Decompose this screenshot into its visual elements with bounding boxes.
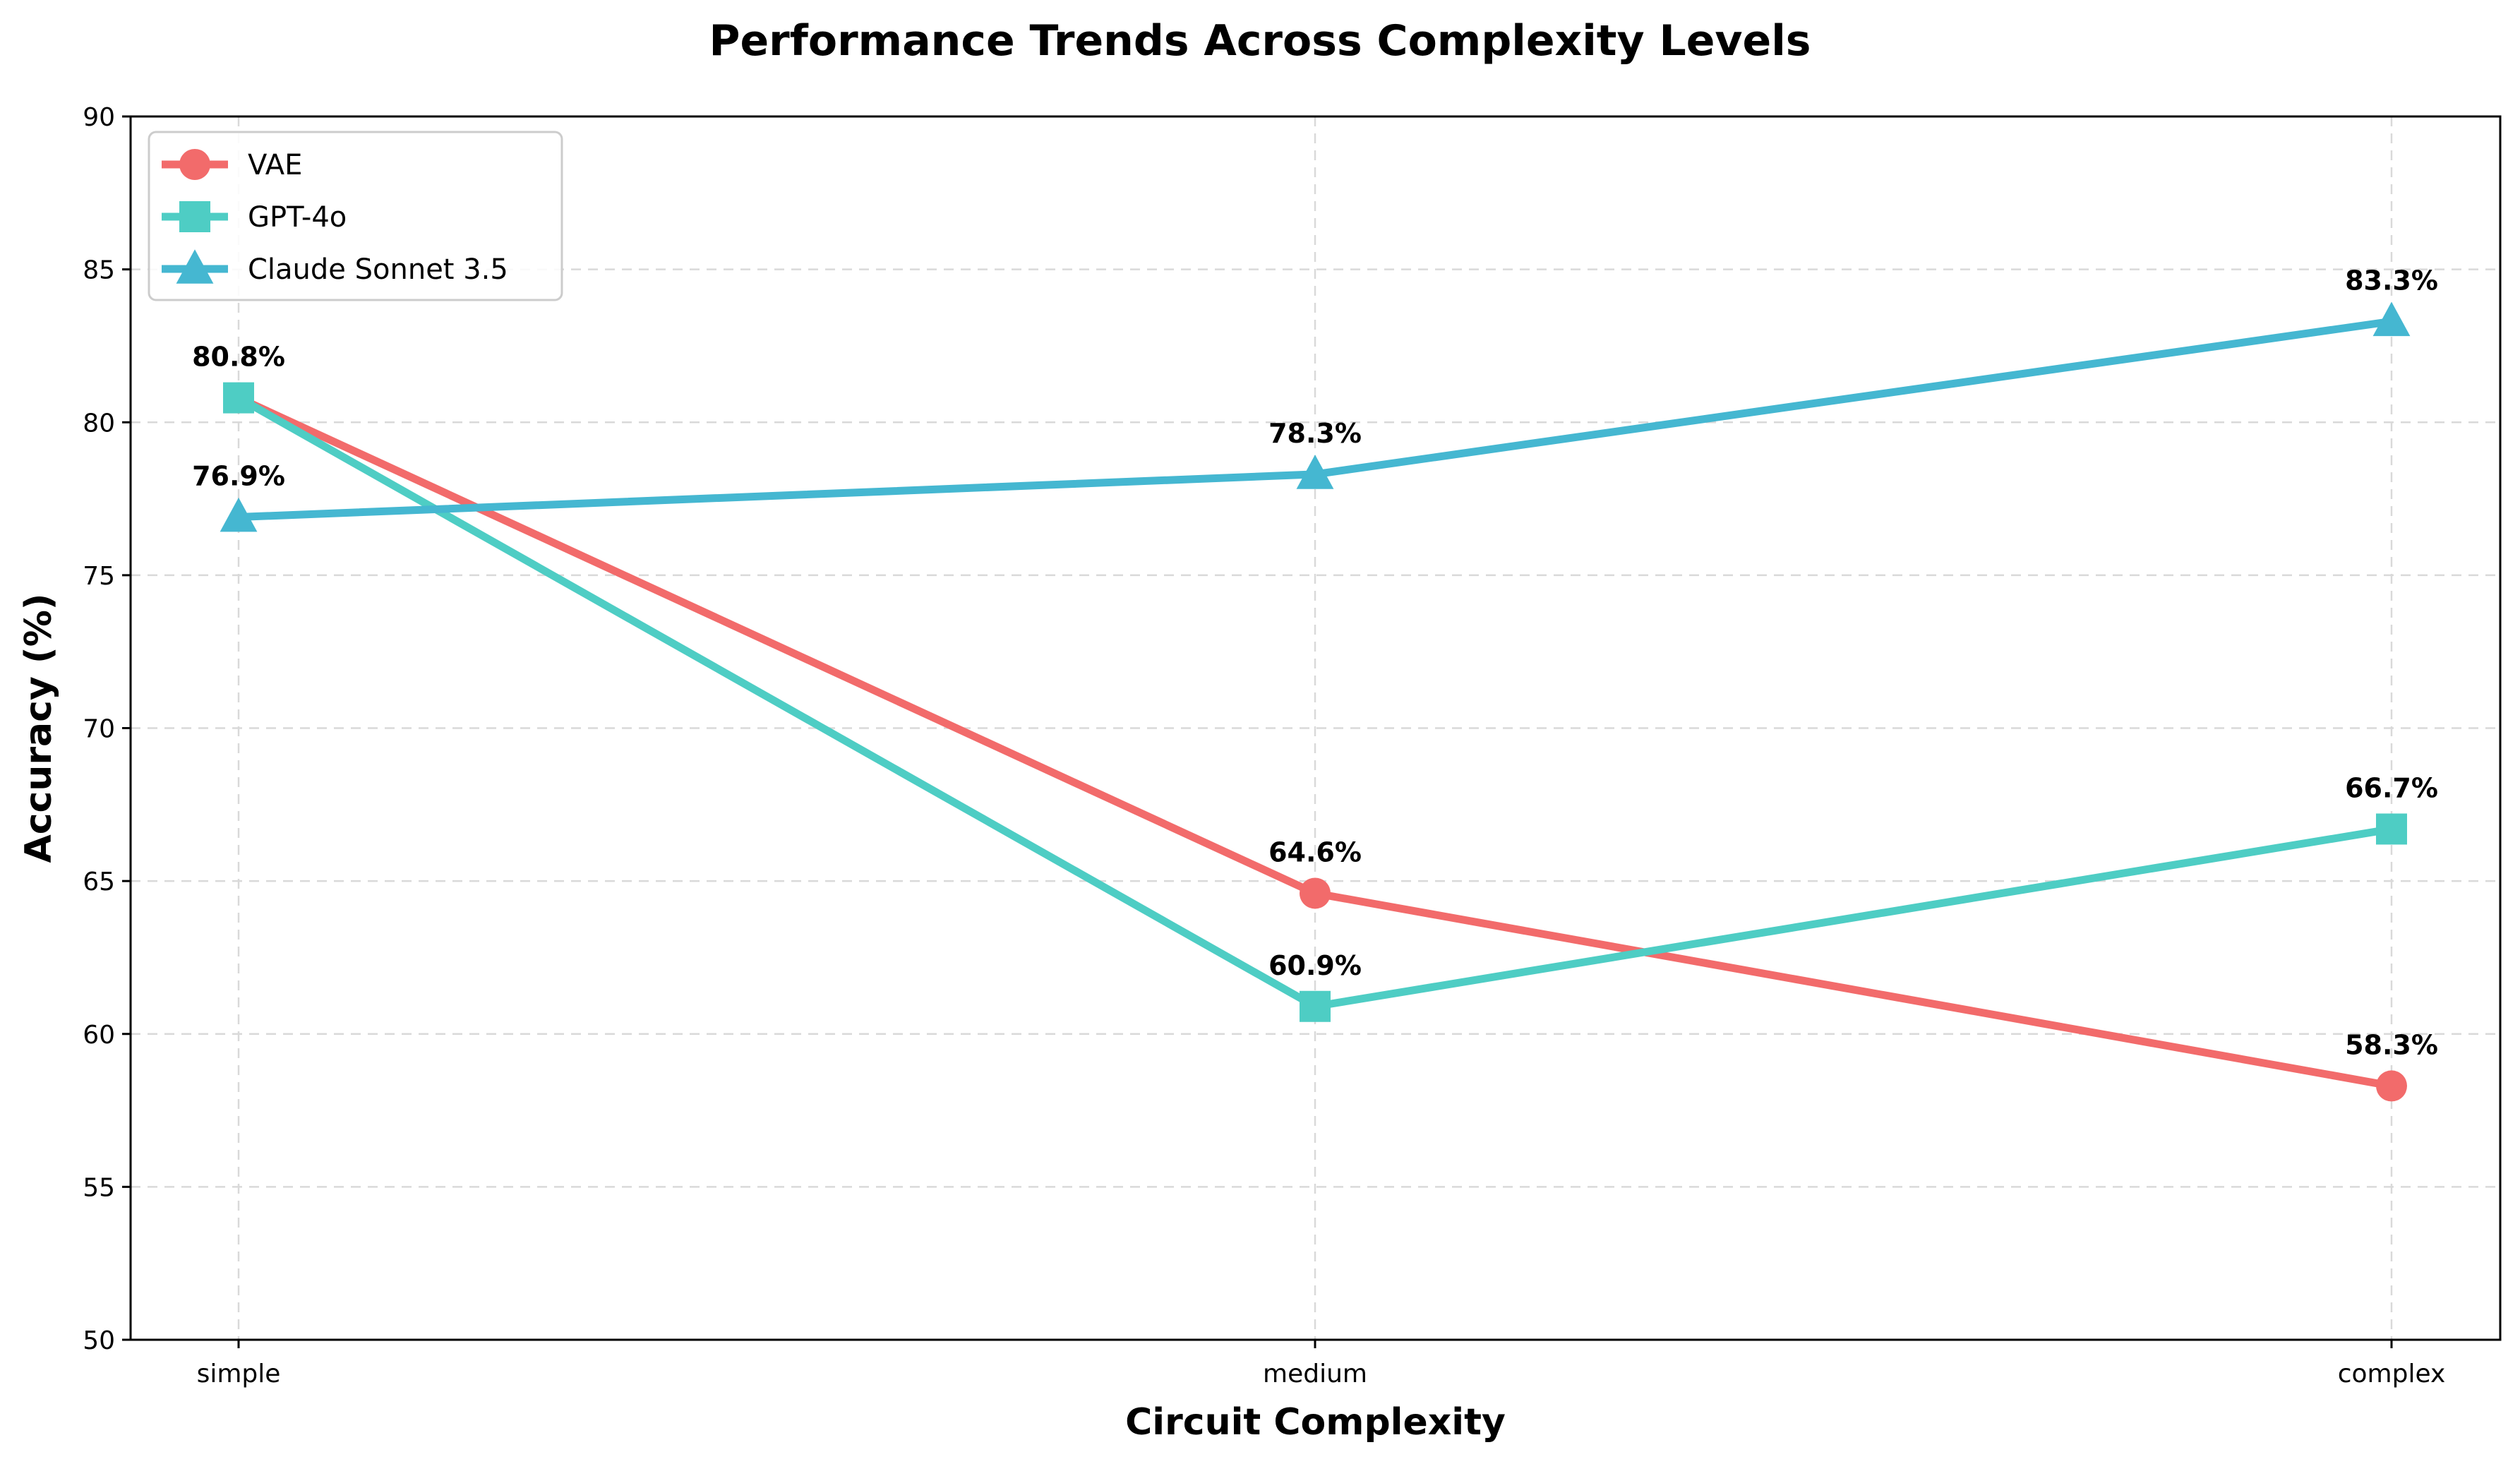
legend-label: GPT-4o <box>248 201 347 234</box>
data-label: 83.3% <box>2345 265 2438 296</box>
legend: VAE GPT-4o Claude Sonnet 3.5 <box>148 131 563 301</box>
y-tick-label: 55 <box>83 1173 115 1202</box>
series-claude-sonnet-3-5 <box>220 301 2411 532</box>
data-label: 76.9% <box>192 461 285 492</box>
y-tick-label: 60 <box>83 1021 115 1050</box>
y-tick-label: 70 <box>83 715 115 744</box>
x-tick-label: simple <box>197 1360 281 1388</box>
data-point <box>1300 990 1331 1022</box>
y-tick-label: 50 <box>83 1326 115 1355</box>
legend-item: VAE <box>162 149 302 181</box>
y-tick-label: 90 <box>83 103 115 132</box>
data-point <box>2376 813 2407 845</box>
data-label: 80.8% <box>192 342 285 373</box>
data-point <box>1300 877 1331 909</box>
ticks-layer: 50 55 60 65 70 75 80 85 90 simple medium complex <box>83 103 2445 1388</box>
data-label: 60.9% <box>1268 950 1362 981</box>
series-gpt-4o <box>223 382 2407 1022</box>
chart-title: Performance Trends Across Complexity Lev… <box>709 16 1811 66</box>
x-tick-label: complex <box>2338 1360 2446 1388</box>
data-point <box>223 382 254 414</box>
legend-item: Claude Sonnet 3.5 <box>162 249 508 286</box>
data-labels-layer: 64.6% 58.3% 80.8% 60.9% 66.7% 76.9% 78.3% 83.3% <box>192 265 2438 1060</box>
legend-marker <box>179 201 210 232</box>
x-axis-label: Circuit Complexity <box>1125 1401 1506 1444</box>
data-label: 78.3% <box>1268 418 1362 449</box>
legend-item: GPT-4o <box>162 201 347 234</box>
y-axis-label: Accuracy (%) <box>18 593 60 863</box>
data-point <box>2372 301 2411 337</box>
y-tick-label: 85 <box>83 256 115 285</box>
data-point <box>2376 1070 2407 1102</box>
y-tick-label: 75 <box>83 562 115 591</box>
y-tick-label: 80 <box>83 409 115 438</box>
series-layer <box>220 301 2411 1102</box>
data-label: 66.7% <box>2345 772 2438 803</box>
legend-label: Claude Sonnet 3.5 <box>248 253 508 286</box>
legend-marker <box>179 149 210 180</box>
data-point <box>1296 455 1334 489</box>
data-label: 64.6% <box>1268 836 1362 868</box>
x-tick-label: medium <box>1263 1360 1367 1388</box>
legend-box <box>148 131 563 301</box>
legend-label: VAE <box>248 149 302 181</box>
legend-marker <box>176 249 214 284</box>
data-label: 58.3% <box>2345 1029 2438 1060</box>
data-point <box>220 497 258 532</box>
y-tick-label: 65 <box>83 868 115 896</box>
